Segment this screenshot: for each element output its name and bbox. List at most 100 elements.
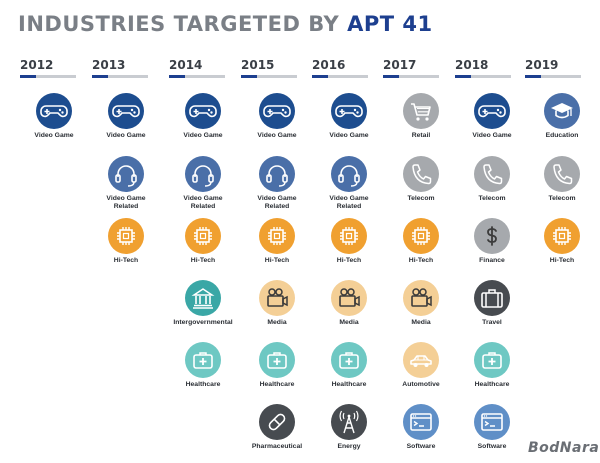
industry-item: Telecom (381, 156, 461, 203)
year-header-2012: 2012 (20, 58, 82, 78)
headset-icon (108, 156, 144, 192)
year-header-2013: 2013 (92, 58, 154, 78)
industry-item: Video Game (86, 93, 166, 140)
video-camera-icon (331, 280, 367, 316)
industry-label: Video Game (34, 132, 74, 139)
phone-icon (544, 156, 580, 192)
industry-label: Video Game Related (257, 195, 297, 210)
industry-item: Intergovernmental (163, 280, 243, 327)
headset-icon (259, 156, 295, 192)
industry-item: Pharmaceutical (237, 404, 317, 451)
year-underline-accent (525, 75, 541, 78)
industry-item: Telecom (452, 156, 532, 203)
year-underline (455, 75, 511, 78)
industry-item: Video Game (14, 93, 94, 140)
industry-label: Media (339, 319, 359, 326)
chip-icon (544, 218, 580, 254)
gamepad-icon (185, 93, 221, 129)
medical-kit-icon (185, 342, 221, 378)
year-label: 2013 (92, 58, 126, 72)
video-camera-icon (259, 280, 295, 316)
industry-item: Energy (309, 404, 389, 451)
medical-kit-icon (259, 342, 295, 378)
industry-item: Media (309, 280, 389, 327)
industry-item: Video Game Related (86, 156, 166, 211)
industry-item: Travel (452, 280, 532, 327)
industry-item: Education (522, 93, 600, 140)
chip-icon (259, 218, 295, 254)
industry-item: Hi-Tech (309, 218, 389, 265)
chip-icon (403, 218, 439, 254)
headset-icon (331, 156, 367, 192)
graduation-cap-icon (544, 93, 580, 129)
year-underline (92, 75, 148, 78)
radio-tower-icon (331, 404, 367, 440)
medical-kit-icon (474, 342, 510, 378)
year-header-2017: 2017 (383, 58, 445, 78)
industry-label: Media (267, 319, 287, 326)
industry-item: Video Game Related (163, 156, 243, 211)
industry-label: Video Game (183, 132, 223, 139)
industry-label: Education (545, 132, 579, 139)
industry-item: Video Game Related (309, 156, 389, 211)
industry-item: Video Game (452, 93, 532, 140)
industry-label: Software (406, 443, 436, 450)
industry-label: Travel (482, 319, 502, 326)
industry-item: Video Game Related (237, 156, 317, 211)
industry-item: Video Game (309, 93, 389, 140)
dollar-icon (474, 218, 510, 254)
year-underline-accent (92, 75, 108, 78)
chip-icon (108, 218, 144, 254)
industry-label: Healthcare (474, 381, 510, 388)
headset-icon (185, 156, 221, 192)
year-underline (241, 75, 297, 78)
chip-icon (331, 218, 367, 254)
industry-label: Hi-Tech (113, 257, 139, 264)
year-label: 2012 (20, 58, 54, 72)
gamepad-icon (36, 93, 72, 129)
year-underline (383, 75, 439, 78)
industry-label: Healthcare (185, 381, 221, 388)
industry-label: Video Game (472, 132, 512, 139)
gamepad-icon (108, 93, 144, 129)
industry-item: Automotive (381, 342, 461, 389)
industry-label: Media (411, 319, 431, 326)
year-underline-accent (312, 75, 328, 78)
industry-label: Telecom (548, 195, 576, 202)
industry-item: Media (237, 280, 317, 327)
government-building-icon (185, 280, 221, 316)
industry-label: Video Game Related (183, 195, 223, 210)
industry-item: Healthcare (163, 342, 243, 389)
industry-label: Video Game (329, 132, 369, 139)
video-camera-icon (403, 280, 439, 316)
year-underline (20, 75, 76, 78)
industry-item: Hi-Tech (163, 218, 243, 265)
industry-item: Hi-Tech (381, 218, 461, 265)
year-header-2018: 2018 (455, 58, 517, 78)
year-header-2019: 2019 (525, 58, 587, 78)
brand-logo: BodNara (528, 440, 600, 456)
suitcase-icon (474, 280, 510, 316)
page-title: INDUSTRIES TARGETED BY APT 41 (18, 12, 433, 36)
industry-label: Telecom (407, 195, 435, 202)
industry-label: Video Game (106, 132, 146, 139)
gamepad-icon (474, 93, 510, 129)
industry-label: Video Game Related (106, 195, 146, 210)
industry-item: Software (452, 404, 532, 451)
year-label: 2014 (169, 58, 203, 72)
industry-item: Software (381, 404, 461, 451)
industry-label: Pharmaceutical (251, 443, 303, 450)
year-underline (525, 75, 581, 78)
industry-item: Healthcare (309, 342, 389, 389)
year-label: 2015 (241, 58, 275, 72)
industry-item: Retail (381, 93, 461, 140)
industry-item: Healthcare (452, 342, 532, 389)
year-underline-accent (241, 75, 257, 78)
industry-label: Energy (337, 443, 361, 450)
year-header-2016: 2016 (312, 58, 374, 78)
year-label: 2016 (312, 58, 346, 72)
year-underline-accent (20, 75, 36, 78)
industry-label: Software (477, 443, 507, 450)
industry-label: Healthcare (331, 381, 367, 388)
phone-icon (474, 156, 510, 192)
